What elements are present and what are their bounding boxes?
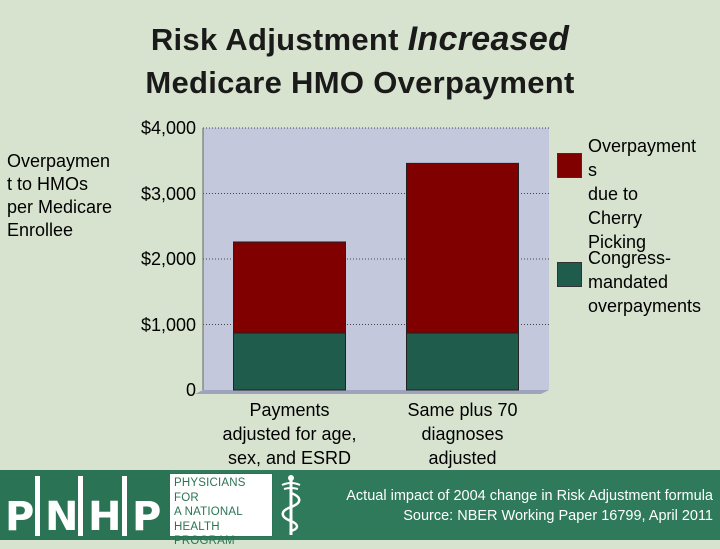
chart-title-line2: Medicare HMO Overpayment <box>145 65 575 100</box>
title-prefix: Risk Adjustment <box>150 22 408 57</box>
caduceus-icon <box>281 475 301 535</box>
logo-letter-p1: P <box>5 494 35 540</box>
logo-divider <box>35 476 40 536</box>
x-tick-label: Payments adjusted for age, sex, and ESRD <box>222 400 357 468</box>
bar-congress-mandated-1 <box>233 332 346 391</box>
x-tick-label: Same plus 70 diagnoses adjusted <box>407 400 518 468</box>
y-tick-label: $4,000 <box>140 118 196 138</box>
legend-swatch <box>557 262 582 287</box>
y-tick-label: $2,000 <box>140 249 196 269</box>
logo-divider <box>122 476 127 536</box>
y-axis-label: Overpaymen t to HMOs per Medicare Enroll… <box>7 151 113 240</box>
footer-note: Actual impact of 2004 change in Risk Adj… <box>346 488 713 504</box>
logo-letter-h: H <box>88 494 122 540</box>
pnhp-logo <box>0 470 170 540</box>
bar-congress-mandated-2 <box>406 332 519 391</box>
logo-letter-p2: P <box>132 494 162 540</box>
legend-item-congress-mandated: Congress- mandated overpayments <box>588 248 702 316</box>
title-emphasis: Increased <box>407 20 570 58</box>
legend-swatch <box>557 153 582 178</box>
y-tick-label: $3,000 <box>140 183 196 204</box>
bar-cherry-picking-2 <box>406 162 519 334</box>
logo-organization-name: PHYSICIANS FOR A NATIONAL HEALTH PROGRAM <box>169 473 273 547</box>
chart-title-line1: Risk Adjustment Increased <box>0 20 720 59</box>
plot-area <box>195 127 549 394</box>
y-tick-label: 0 <box>185 380 196 400</box>
bar-cherry-picking-1 <box>233 241 346 334</box>
legend-item-cherry-picking: Overpayment s due to Cherry Picking <box>588 136 697 252</box>
plot-floor <box>195 390 549 394</box>
logo-divider <box>78 476 83 536</box>
y-tick-label: $1,000 <box>140 314 196 335</box>
logo-letter-n: N <box>45 494 79 540</box>
footer-source: Source: NBER Working Paper 16799, April … <box>403 508 713 524</box>
